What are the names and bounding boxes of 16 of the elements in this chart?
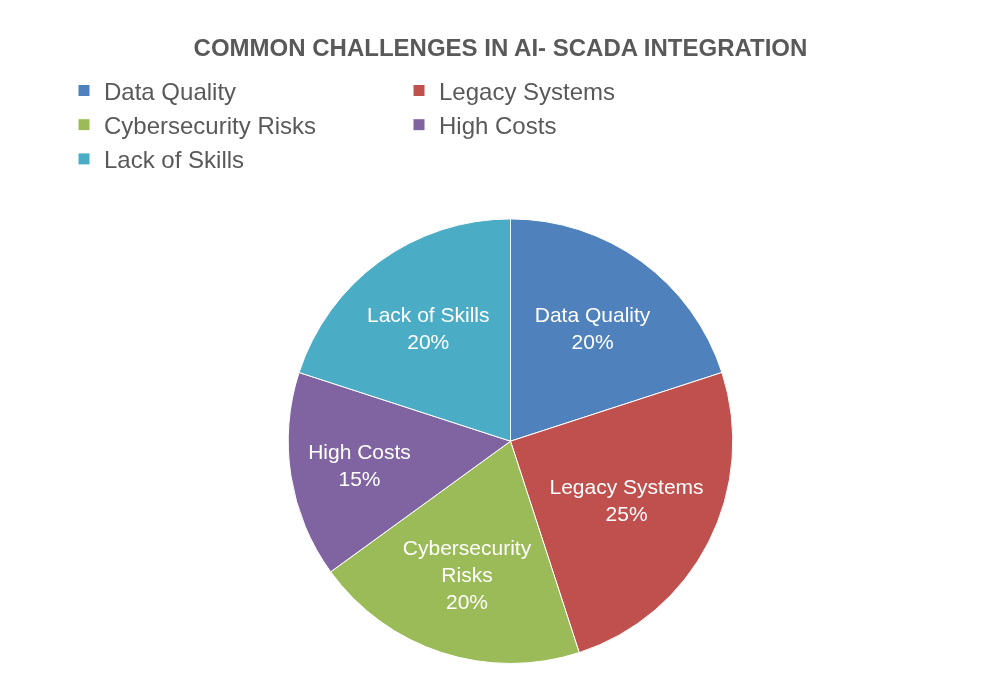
legend-label: High Costs [439, 112, 557, 140]
legend-label: Lack of Skills [104, 146, 245, 174]
slice-label: Legacy Systems [549, 475, 704, 499]
data-label: 20% [571, 330, 614, 354]
legend-label: Cybersecurity Risks [104, 112, 317, 140]
slice-label: Lack of Skills [366, 302, 490, 326]
slice-label: High Costs [308, 439, 411, 463]
slice-label: Cybersecurity Risks [402, 535, 532, 586]
legend-label: Legacy Systems [439, 77, 616, 105]
slice-label: Data Quality [534, 302, 651, 326]
legend-label: Data Quality [104, 77, 237, 105]
data-label: 25% [605, 502, 648, 526]
data-label: 15% [338, 467, 381, 491]
data-label: 20% [445, 590, 489, 614]
chart-title: COMMON CHALLENGES IN AI- SCADA INTEGRATION [193, 34, 808, 62]
data-label: 20% [407, 330, 450, 354]
